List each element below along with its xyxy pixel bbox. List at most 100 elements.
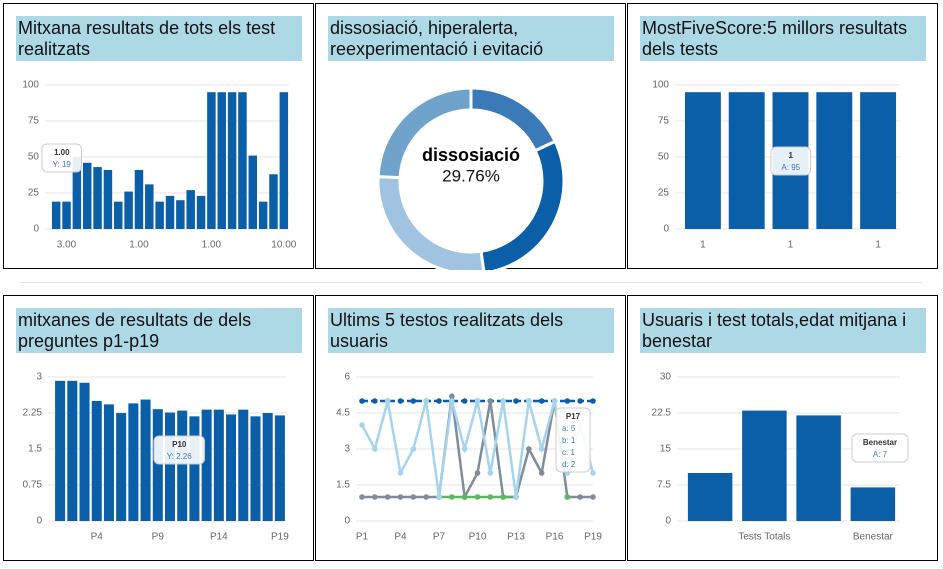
tooltip-text: c: 1 — [562, 448, 575, 457]
bar — [145, 184, 154, 229]
point — [397, 398, 404, 404]
point — [500, 398, 506, 404]
bar — [114, 201, 123, 229]
y-tick-label: 50 — [28, 152, 40, 163]
chart-panel: 0 1.5 3 4.5 6 P1 P4 P7 P10 P13 P16 P19 P17 a: 5 b: 1 c:… — [315, 295, 626, 561]
point — [551, 398, 558, 404]
bar — [728, 92, 765, 229]
tooltip-text: a: 5 — [562, 424, 576, 433]
bar — [177, 410, 188, 521]
x-tick-label: P4 — [91, 532, 104, 543]
point — [474, 494, 481, 500]
bar — [51, 201, 61, 229]
point — [461, 446, 468, 452]
point — [526, 398, 532, 404]
chart: 0 1.5 3 4.5 6 P1 P4 P7 P10 P13 P16 P19 P17 a: 5 b: 1 c:… — [336, 372, 602, 543]
point — [500, 494, 506, 500]
point — [449, 494, 455, 500]
bar — [227, 92, 237, 229]
chart-title: MostFiveScore:5 millors resultats dels t… — [640, 16, 926, 61]
x-tick-label: 1.00 — [202, 240, 222, 251]
x-tick-label: P19 — [584, 532, 602, 543]
bar — [128, 403, 139, 521]
y-tick-label: 75 — [28, 116, 40, 127]
point — [397, 494, 404, 500]
point — [436, 398, 442, 404]
point — [359, 398, 365, 404]
bar — [155, 201, 164, 229]
x-tick-label: Benestar — [853, 532, 894, 543]
bar — [140, 399, 151, 521]
point — [410, 494, 417, 500]
y-tick-label: 0 — [344, 516, 350, 527]
chart-panel: 0 25 50 75 100 1 1 1 1 A: 95 MostFiveScore:5 millo… — [627, 3, 938, 269]
y-tick-label: 22.5 — [652, 408, 672, 419]
bar — [687, 473, 733, 521]
doughnut-segment — [469, 86, 558, 153]
point — [410, 398, 417, 404]
point — [564, 398, 571, 404]
bar — [217, 92, 226, 229]
x-tick-label: P9 — [152, 532, 165, 543]
bar — [684, 92, 721, 229]
bar — [134, 169, 144, 229]
bar — [207, 92, 216, 229]
y-tick-label: 3 — [344, 444, 350, 455]
tooltip-title: 1.00 — [54, 148, 70, 157]
bar — [103, 404, 114, 521]
point — [513, 398, 519, 404]
bar — [238, 92, 247, 229]
y-tick-label: 30 — [660, 372, 672, 383]
bar — [816, 92, 853, 229]
tooltip-text: b: 1 — [562, 436, 576, 445]
y-tick-label: 25 — [28, 188, 40, 199]
point — [590, 470, 596, 476]
bar — [213, 409, 224, 521]
x-tick-label: P14 — [210, 532, 228, 543]
y-tick-label: 0.75 — [23, 480, 43, 491]
doughnut-segment — [376, 86, 473, 180]
bar — [238, 409, 249, 521]
bar — [196, 195, 206, 229]
x-tick-label: 3.00 — [57, 240, 77, 251]
x-tick-label: P7 — [433, 532, 446, 543]
bar — [796, 415, 841, 521]
bar — [67, 380, 78, 521]
y-tick-label: 7.5 — [657, 480, 671, 491]
chart-title: dissosiació, hiperalerta, reexperimentac… — [328, 16, 614, 61]
bar — [201, 409, 212, 521]
y-tick-label: 50 — [658, 152, 670, 163]
bar — [274, 415, 285, 521]
x-tick-label: P4 — [394, 532, 407, 543]
chart-panel: dissosiació 29.76% dissosiació, hiperalert… — [315, 3, 626, 270]
bar — [91, 401, 102, 521]
bar — [269, 174, 278, 229]
point — [487, 398, 494, 404]
chart-title: Ultims 5 testos realitzats dels usuaris — [328, 308, 614, 353]
chart-panel: 0 25 50 75 100 3.00 1.00 1.00 10.00 1.00 Y: 19 Mitx… — [3, 3, 314, 269]
chart-title: Usuaris i test totals,edat mitjana i ben… — [640, 308, 926, 353]
bar — [82, 162, 92, 229]
y-tick-label: 3 — [36, 372, 42, 383]
bar — [176, 200, 185, 229]
tooltip-title: Benestar — [863, 438, 897, 447]
tooltip-text: d: 2 — [562, 460, 576, 469]
bar — [55, 380, 66, 521]
point — [449, 398, 455, 404]
tooltip-text: A: 95 — [781, 163, 800, 172]
y-tick-label: 2.25 — [23, 408, 43, 419]
center-label: dissosiació — [422, 145, 520, 165]
point — [397, 470, 404, 476]
doughnut-segment — [479, 139, 566, 270]
tooltip — [851, 433, 909, 463]
bar — [79, 382, 90, 521]
point — [359, 422, 365, 428]
point — [423, 398, 429, 404]
bar — [258, 201, 268, 229]
bar — [262, 413, 273, 521]
point — [436, 494, 442, 500]
point — [423, 494, 429, 500]
point — [538, 446, 545, 452]
